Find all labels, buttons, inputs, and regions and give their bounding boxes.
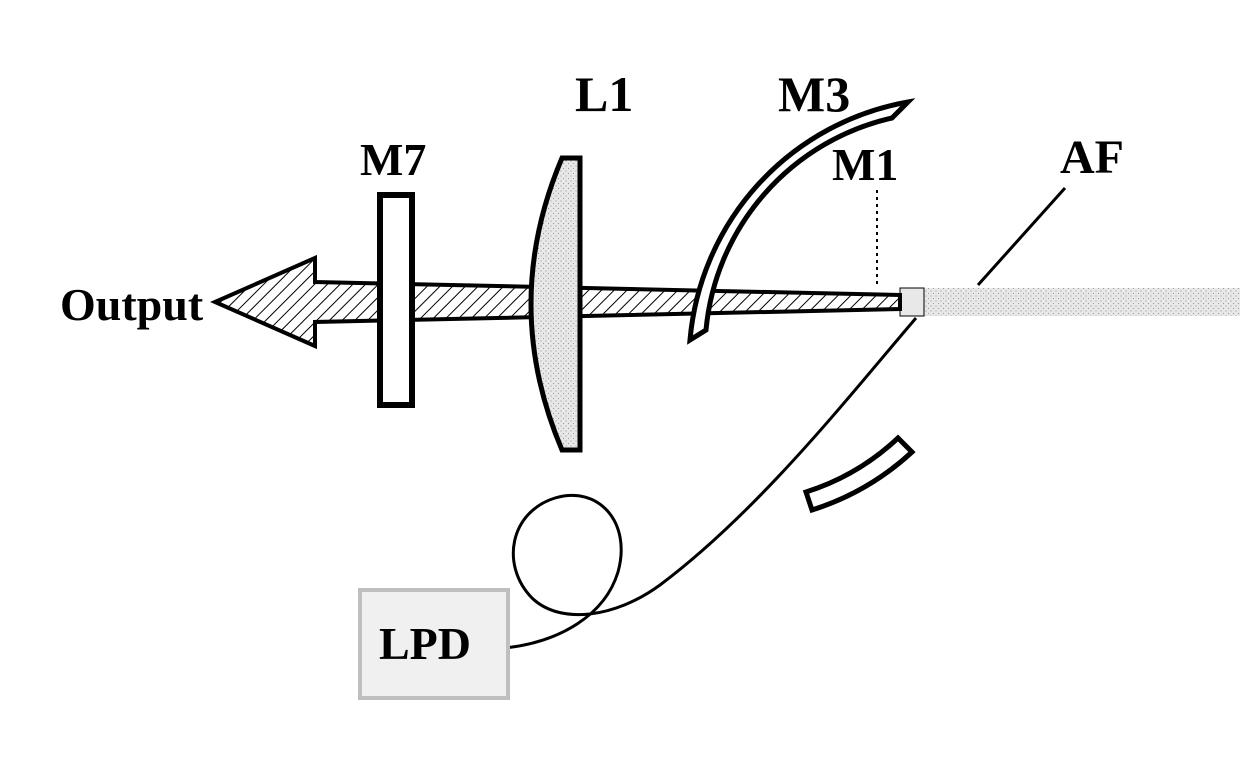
l1-lens — [531, 158, 580, 450]
output-label: Output — [60, 278, 203, 331]
m7-label: M7 — [360, 133, 426, 186]
af-label: AF — [1060, 130, 1124, 185]
lpd-label: LPD — [379, 617, 471, 670]
l1-label: L1 — [575, 65, 633, 123]
m3-label: M3 — [778, 65, 850, 123]
m1-mirror — [900, 288, 924, 316]
af-leader-line — [978, 188, 1065, 285]
m3-mirror-lower — [806, 438, 912, 510]
af-fiber — [920, 288, 1240, 316]
m1-label: M1 — [832, 138, 898, 191]
m7-plate — [380, 195, 412, 405]
